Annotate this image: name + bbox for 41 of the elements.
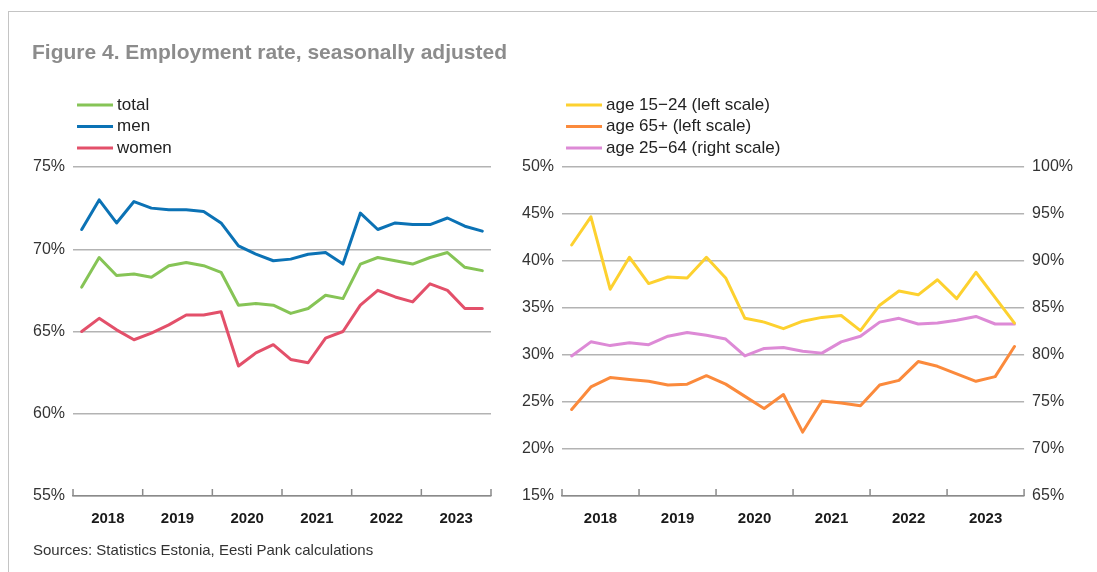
legend-label: age 65+ (left scale) — [606, 116, 752, 136]
legend-label: age 25−64 (right scale) — [606, 137, 781, 157]
y-tick-label: 45% — [521, 204, 555, 222]
y2-tick-label: 75% — [1032, 392, 1065, 410]
x-tick-label: 2022 — [369, 509, 404, 527]
x-tick-label: 2022 — [891, 509, 926, 527]
y-tick-label: 35% — [521, 298, 555, 316]
y-tick-label: 55% — [32, 486, 66, 504]
legend-label: women — [116, 137, 172, 157]
x-tick-label: 2019 — [660, 509, 695, 527]
y-tick-label: 25% — [521, 392, 555, 410]
y2-tick-label: 65% — [1032, 486, 1065, 504]
y-tick-label: 60% — [32, 404, 66, 422]
y2-tick-label: 100% — [1032, 157, 1073, 175]
chart-title: Figure 4. Employment rate, seasonally adjusted — [32, 40, 507, 64]
y2-tick-label: 95% — [1032, 204, 1065, 222]
y2-tick-label: 70% — [1032, 439, 1065, 457]
x-tick-label: 2023 — [439, 509, 473, 527]
x-tick-label: 2020 — [230, 509, 264, 527]
x-tick-label: 2023 — [968, 509, 1003, 527]
y-tick-label: 65% — [32, 321, 66, 339]
y2-tick-label: 80% — [1032, 345, 1065, 363]
source-note: Sources: Statistics Estonia, Eesti Pank calculations — [33, 541, 374, 558]
y-tick-label: 50% — [521, 157, 555, 175]
legend-label: total — [117, 94, 150, 114]
legend-label: men — [117, 116, 151, 136]
y-tick-label: 40% — [521, 251, 555, 269]
x-tick-label: 2021 — [814, 509, 849, 527]
x-tick-label: 2021 — [300, 509, 334, 527]
y2-tick-label: 90% — [1032, 251, 1065, 269]
y-tick-label: 70% — [32, 239, 66, 257]
legend-label: age 15−24 (left scale) — [606, 94, 770, 114]
y-tick-label: 75% — [32, 157, 66, 175]
x-tick-label: 2019 — [160, 509, 195, 527]
y-tick-label: 20% — [521, 439, 555, 457]
x-tick-label: 2020 — [737, 509, 772, 527]
y-tick-label: 30% — [521, 345, 555, 363]
y-tick-label: 15% — [521, 486, 555, 504]
x-tick-label: 2018 — [583, 509, 618, 527]
y2-tick-label: 85% — [1032, 298, 1065, 316]
x-tick-label: 2018 — [91, 509, 125, 527]
